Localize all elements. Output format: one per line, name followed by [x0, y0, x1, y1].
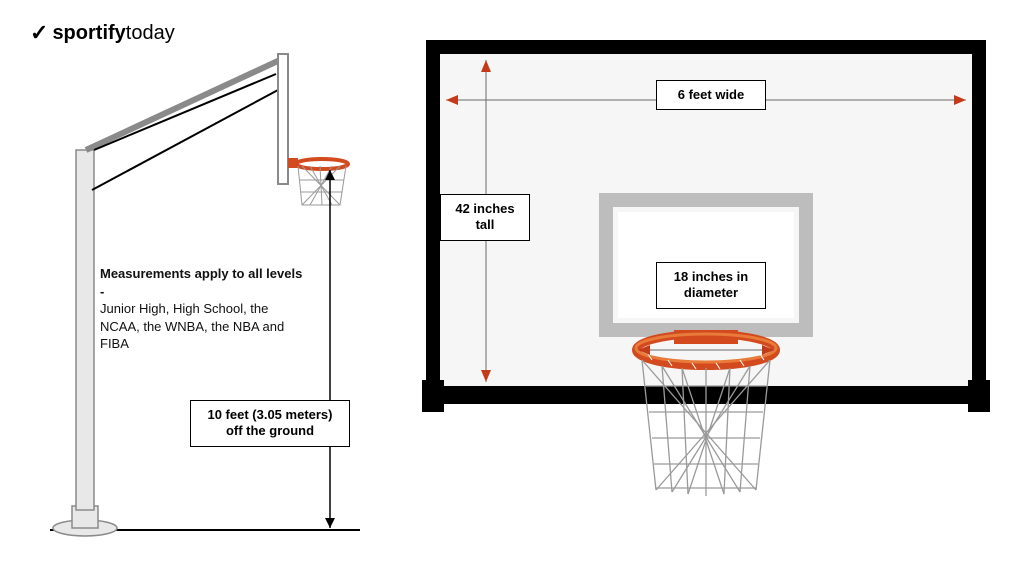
- rim-height-dimension: [325, 170, 335, 528]
- backboard-front-view: 6 feet wide 42 inches tall 18 inches in …: [416, 30, 996, 550]
- rim-diameter-label: 18 inches in diameter: [656, 262, 766, 309]
- board-width-label: 6 feet wide: [656, 80, 766, 110]
- hoop-side-view: Measurements apply to all levels - Junio…: [40, 30, 380, 540]
- measurements-note: Measurements apply to all levels - Junio…: [100, 265, 310, 353]
- note-body: Junior High, High School, the NCAA, the …: [100, 301, 284, 351]
- note-title: Measurements apply to all levels -: [100, 266, 302, 299]
- board-height-label: 42 inches tall: [440, 194, 530, 241]
- rim-height-label: 10 feet (3.05 meters) off the ground: [190, 400, 350, 447]
